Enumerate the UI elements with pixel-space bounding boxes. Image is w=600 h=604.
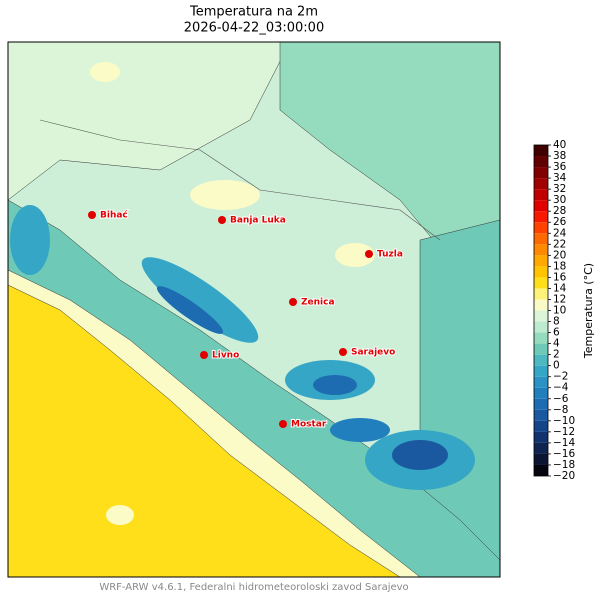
colorbar-segment: [534, 365, 548, 377]
colorbar-tick-label: −20: [553, 470, 575, 482]
colorbar-tick-label: −4: [553, 382, 569, 394]
colorbar-segment: [534, 255, 548, 267]
colorbar-segment: [534, 211, 548, 223]
city-marker: [200, 351, 208, 359]
colorbar-tick-label: 34: [553, 172, 567, 184]
city-label: Bihać: [100, 210, 128, 221]
colorbar-segment: [534, 244, 548, 256]
colorbar-segment: [534, 167, 548, 179]
colorbar-segment: [534, 409, 548, 421]
colorbar-tick-label: −14: [553, 437, 575, 449]
colorbar-segment: [534, 387, 548, 399]
colorbar-tick-label: 0: [553, 360, 560, 372]
colorbar-tick-label: 20: [553, 249, 566, 261]
colorbar-tick-label: 10: [553, 305, 566, 317]
colorbar-tick-label: 32: [553, 183, 566, 195]
colorbar-tick-label: −10: [553, 415, 575, 427]
colorbar-tick-label: 26: [553, 216, 567, 228]
colorbar-tick-label: 38: [553, 150, 566, 162]
colorbar-tick-label: 12: [553, 293, 566, 305]
colorbar-segment: [534, 145, 548, 157]
colorbar-tick-label: 16: [553, 271, 567, 283]
city-label: Banja Luka: [230, 216, 286, 226]
colorbar-tick-label: 22: [553, 238, 566, 250]
colorbar-tick-label: 14: [553, 282, 567, 294]
colorbar-segment: [534, 442, 548, 454]
city-marker: [218, 216, 226, 224]
city-marker: [289, 298, 297, 306]
colorbar-tick-label: −8: [553, 404, 568, 416]
colorbar-segment: [534, 354, 548, 366]
colorbar-tick-label: 4: [553, 338, 560, 350]
colorbar-segment: [534, 299, 548, 311]
map-subtitle: 2026-04-22_03:00:00: [184, 21, 324, 36]
colorbar-segment: [534, 266, 548, 278]
colorbar-tick-label: −2: [553, 371, 568, 383]
colorbar-segment: [534, 431, 548, 443]
city-label: Livno: [212, 351, 239, 361]
colorbar-tick-label: 30: [553, 194, 566, 206]
city-marker: [88, 211, 96, 219]
city-label: Sarajevo: [351, 348, 395, 358]
colorbar-segment: [534, 453, 548, 465]
colorbar-tick-label: 36: [553, 161, 567, 173]
colorbar-segment: [534, 464, 548, 476]
city-marker: [365, 250, 373, 258]
colorbar-segment: [534, 288, 548, 300]
footer: WRF-ARW v4.6.1, Federalni hidrometeorolo…: [99, 582, 408, 593]
colorbar-segment: [534, 200, 548, 212]
colorbar-segment: [534, 310, 548, 322]
city-marker: [339, 348, 347, 356]
city-label: Mostar: [291, 420, 327, 430]
colorbar-segment: [534, 376, 548, 388]
colorbar-label: Temperatura (°C): [582, 263, 595, 359]
colorbar-segment: [534, 178, 548, 190]
colorbar-segment: [534, 233, 548, 245]
colorbar-tick-label: −16: [553, 448, 575, 460]
colorbar-tick-label: 24: [553, 227, 567, 239]
colorbar-tick-label: 40: [553, 139, 566, 151]
city-marker: [279, 420, 287, 428]
colorbar-tick-label: 6: [553, 327, 560, 339]
city-label: Tuzla: [377, 250, 403, 260]
colorbar-tick-label: 28: [553, 205, 566, 217]
colorbar-segment: [534, 321, 548, 333]
colorbar-tick-label: −18: [553, 459, 575, 471]
colorbar-tick-label: −6: [553, 393, 569, 405]
colorbar-tick-label: 18: [553, 260, 566, 272]
colorbar-tick-label: 2: [553, 349, 560, 361]
map-title: Temperatura na 2m: [189, 5, 318, 20]
colorbar-segment: [534, 398, 548, 410]
colorbar-segment: [534, 420, 548, 432]
colorbar-segment: [534, 189, 548, 201]
colorbar-tick-label: 8: [553, 316, 560, 328]
colorbar-tick-label: −12: [553, 426, 575, 438]
colorbar-segment: [534, 332, 548, 344]
colorbar-segment: [534, 277, 548, 289]
map: [7, 41, 501, 578]
colorbar-segment: [534, 156, 548, 168]
city-label: Zenica: [301, 298, 335, 308]
colorbar-segment: [534, 222, 548, 234]
colorbar-segment: [534, 343, 548, 355]
